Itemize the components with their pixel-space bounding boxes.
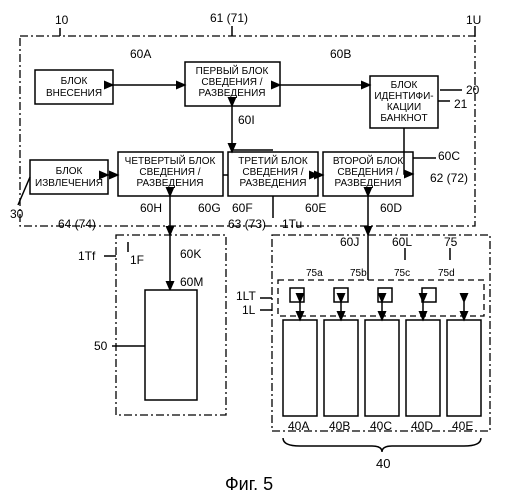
block-fourth-l2: СВЕДЕНИЯ / xyxy=(139,167,200,178)
label-60J: 60J xyxy=(340,235,359,249)
label-1LT: 1LT xyxy=(236,289,256,303)
box-75b xyxy=(334,288,348,302)
label-1F: 1F xyxy=(130,253,144,267)
label-40E: 40E xyxy=(452,419,473,433)
label-63: 63 (73) xyxy=(228,217,266,231)
label-1Tu: 1Tu xyxy=(282,217,302,231)
label-60A: 60A xyxy=(130,47,151,61)
block-third-l1: ТРЕТИЙ БЛОК xyxy=(238,154,308,167)
label-62: 62 (72) xyxy=(430,171,468,185)
label-60H: 60H xyxy=(140,201,162,215)
label-60M: 60M xyxy=(180,275,203,289)
block-second-l2: СВЕДЕНИЯ / xyxy=(337,167,398,178)
block-40A xyxy=(283,320,317,416)
label-61: 61 (71) xyxy=(210,11,248,25)
block-ident-l1: БЛОК xyxy=(391,80,418,91)
block-second-l3: РАЗВЕДЕНИЯ xyxy=(334,178,401,189)
label-40D: 40D xyxy=(411,419,433,433)
label-60E: 60E xyxy=(305,201,326,215)
block-extract-l1: БЛОК xyxy=(56,166,83,177)
block-40B xyxy=(324,320,358,416)
block-extract-l2: ИЗВЛЕЧЕНИЯ xyxy=(35,178,103,189)
label-40A: 40A xyxy=(288,419,309,433)
label-60I: 60I xyxy=(238,113,255,127)
block-40C xyxy=(365,320,399,416)
label-40B: 40B xyxy=(329,419,350,433)
block-first-l3: РАЗВЕДЕНИЯ xyxy=(198,88,265,99)
label-60G: 60G xyxy=(198,201,221,215)
brace-40 xyxy=(283,438,481,452)
lead-30 xyxy=(18,177,30,205)
label-60B: 60B xyxy=(330,47,351,61)
block-fourth-l3: РАЗВЕДЕНИЯ xyxy=(136,178,203,189)
label-20: 20 xyxy=(466,83,480,97)
block-first-l2: СВЕДЕНИЯ / xyxy=(201,77,262,88)
figure-canvas: БЛОК ВНЕСЕНИЯ ПЕРВЫЙ БЛОК СВЕДЕНИЯ / РАЗ… xyxy=(0,0,505,500)
block-ident-l2: ИДЕНТИФИ- xyxy=(374,91,433,102)
block-second-l1: ВТОРОЙ БЛОК xyxy=(333,154,404,167)
label-50: 50 xyxy=(94,339,108,353)
label-75a: 75a xyxy=(306,268,323,279)
label-10: 10 xyxy=(55,13,69,27)
figure-caption: Фиг. 5 xyxy=(225,474,273,494)
block-ident-l3: КАЦИИ xyxy=(387,102,421,113)
label-1Tf: 1Tf xyxy=(78,249,96,263)
label-40C: 40C xyxy=(370,419,392,433)
label-75d: 75d xyxy=(438,268,455,279)
label-60K: 60K xyxy=(180,247,201,261)
label-40: 40 xyxy=(376,456,390,471)
label-64: 64 (74) xyxy=(58,217,96,231)
block-40E xyxy=(447,320,481,416)
block-ident-l4: БАНКНОТ xyxy=(380,113,427,124)
block-insert-l1: БЛОК xyxy=(61,76,88,87)
label-30: 30 xyxy=(10,207,24,221)
label-60F: 60F xyxy=(232,201,253,215)
label-21: 21 xyxy=(454,97,468,111)
block-third-l2: СВЕДЕНИЯ / xyxy=(242,167,303,178)
block-40D xyxy=(406,320,440,416)
label-1L: 1L xyxy=(242,303,256,317)
label-75c: 75c xyxy=(394,268,410,279)
box-75a xyxy=(290,288,304,302)
label-75: 75 xyxy=(444,235,458,249)
label-60L: 60L xyxy=(392,235,412,249)
box-75d xyxy=(422,288,436,302)
label-60D: 60D xyxy=(380,201,402,215)
block-first-l1: ПЕРВЫЙ БЛОК xyxy=(196,64,269,77)
block-fourth-l1: ЧЕТВЕРТЫЙ БЛОК xyxy=(125,154,216,167)
label-60C: 60C xyxy=(438,149,460,163)
block-third-l3: РАЗВЕДЕНИЯ xyxy=(239,178,306,189)
label-1U: 1U xyxy=(466,13,481,27)
label-75b: 75b xyxy=(350,268,367,279)
block-50 xyxy=(145,290,197,400)
box-75c xyxy=(378,288,392,302)
block-insert-l2: ВНЕСЕНИЯ xyxy=(46,88,102,99)
